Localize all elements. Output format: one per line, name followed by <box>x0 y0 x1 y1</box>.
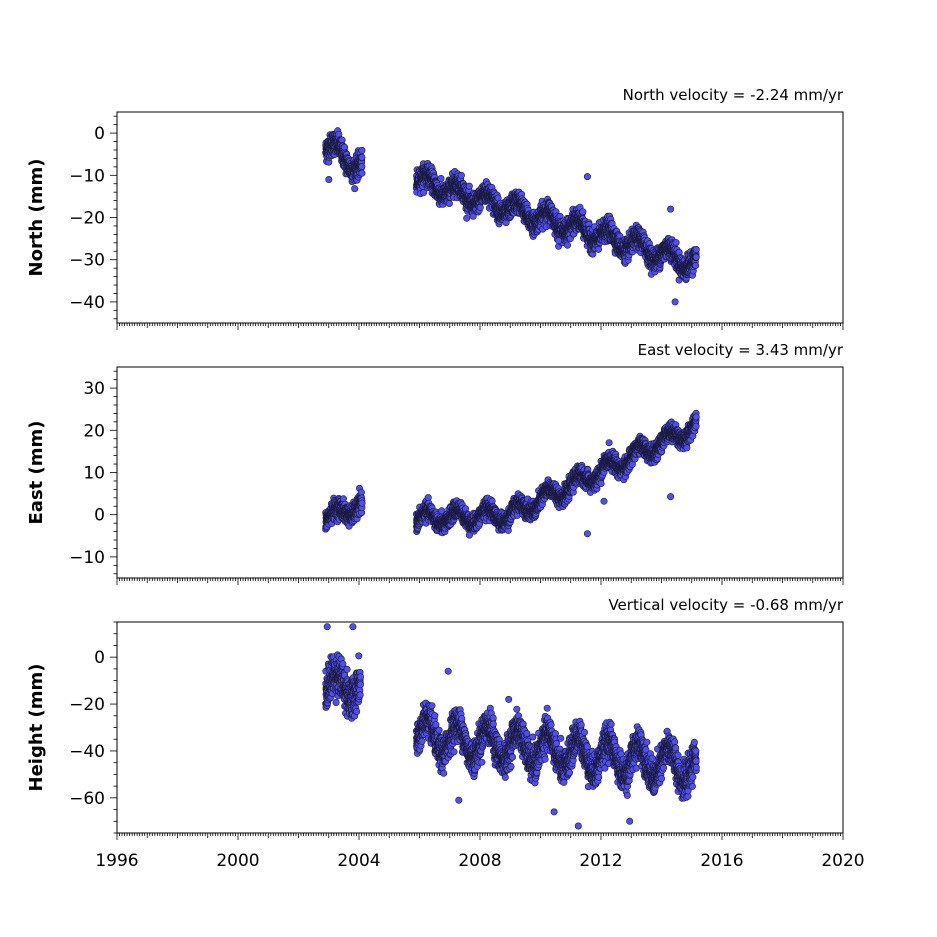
y-axis: 0 −10 −20 −30 −40 <box>69 115 117 320</box>
data-points <box>322 127 700 306</box>
data-point <box>671 298 679 306</box>
data-point <box>594 245 602 253</box>
data-point <box>358 163 366 171</box>
y-axis-label: North (mm) <box>26 159 47 277</box>
data-point <box>463 214 471 222</box>
data-point <box>358 169 366 177</box>
y-tick-label: 0 <box>94 124 105 144</box>
y-tick-label: −40 <box>69 293 105 313</box>
data-point <box>583 173 591 181</box>
velocity-title: North velocity = -2.24 mm/yr <box>623 86 844 104</box>
data-points <box>322 409 700 539</box>
data-point <box>351 185 359 193</box>
data-point <box>692 261 700 269</box>
plot-frame <box>116 111 844 324</box>
data-point <box>445 200 453 208</box>
data-point <box>563 241 571 249</box>
data-point <box>692 253 700 261</box>
panel-1: 0 −10 −20 −30 −40 North (mm) North velocity = … <box>26 86 844 330</box>
data-point <box>555 237 563 245</box>
data-point <box>457 171 465 179</box>
data-point <box>340 143 348 151</box>
data-point <box>420 189 428 197</box>
data-point <box>667 205 675 213</box>
data-point <box>325 176 333 184</box>
data-point <box>437 175 445 183</box>
data-point <box>692 246 700 254</box>
y-tick-label: −30 <box>69 251 105 271</box>
data-point <box>358 499 366 507</box>
x-axis <box>116 323 844 330</box>
data-point <box>672 239 680 247</box>
data-point <box>465 182 473 190</box>
y-tick-label: −10 <box>69 166 105 186</box>
data-point <box>358 146 366 154</box>
data-point <box>358 153 366 161</box>
data-point <box>579 208 587 216</box>
y-tick-label: −20 <box>69 209 105 229</box>
